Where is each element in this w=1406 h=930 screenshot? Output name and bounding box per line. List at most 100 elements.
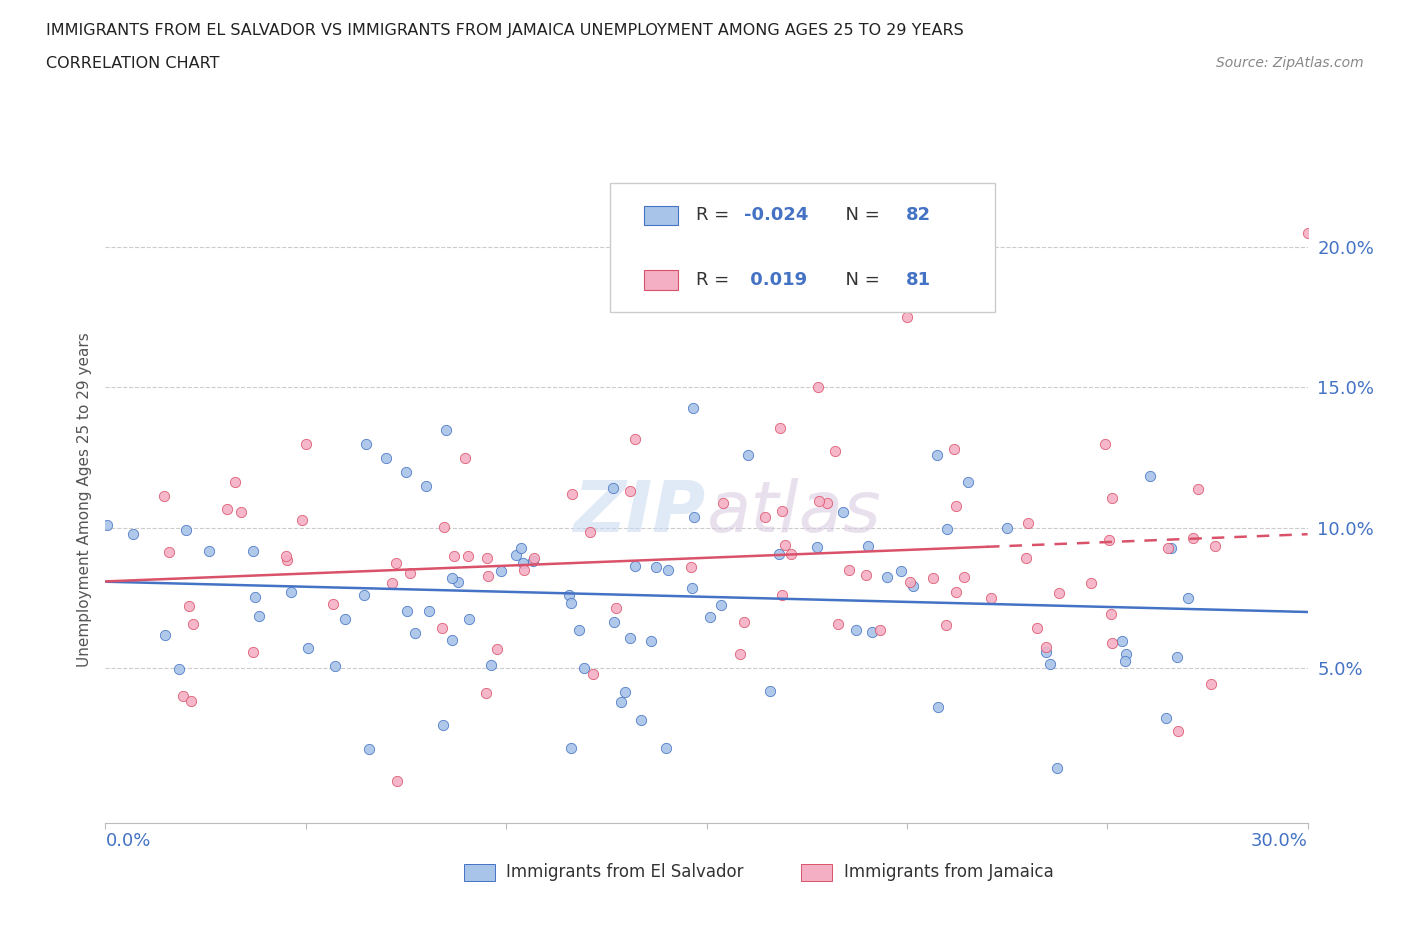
Point [1115,647,1137,662]
Point [770,588,793,603]
Point [485,642,508,657]
Point [832,504,855,519]
Point [855,568,877,583]
Point [242,543,264,558]
Point [333,612,356,627]
Point [925,447,948,462]
Point [180,693,202,708]
Point [807,379,830,394]
Point [385,774,408,789]
Point [183,617,205,631]
Point [568,622,591,637]
Point [475,685,498,700]
Point [274,549,297,564]
Point [1035,640,1057,655]
Text: R =: R = [696,272,735,289]
Point [1181,530,1204,545]
Point [432,717,454,732]
Point [1026,620,1049,635]
Point [1166,650,1188,665]
Point [754,510,776,525]
Point [936,522,959,537]
Point [1199,677,1222,692]
Text: atlas: atlas [707,478,882,547]
Point [699,609,721,624]
Point [247,608,270,623]
Point [215,501,238,516]
Point [122,527,145,542]
Bar [644,206,678,225]
Text: 82: 82 [905,206,931,224]
Point [827,617,849,631]
Point [177,599,200,614]
Point [475,551,498,565]
Point [838,563,860,578]
Point [640,634,662,649]
Point [896,310,918,325]
Point [434,422,457,437]
Point [619,630,641,644]
Point [943,442,966,457]
Point [169,662,191,677]
Point [980,591,1002,605]
Point [440,632,463,647]
Point [1094,436,1116,451]
Point [845,622,868,637]
Point [477,568,499,583]
Point [522,554,544,569]
Point [657,563,679,578]
Point [1099,606,1122,621]
Point [682,510,704,525]
Point [815,495,838,510]
Point [153,488,176,503]
Point [734,615,756,630]
Point [432,621,454,636]
Point [737,447,759,462]
Point [323,659,346,674]
Point [681,559,703,574]
Point [384,555,406,570]
Point [681,580,703,595]
Point [297,641,319,656]
Point [1204,538,1226,553]
Point [374,450,398,465]
Point [242,644,264,659]
Point [447,575,470,590]
Point [440,570,463,585]
Point [479,658,502,672]
Point [1114,654,1136,669]
Point [921,571,943,586]
Point [1111,633,1133,648]
Point [645,559,668,574]
Point [153,628,176,643]
Text: CORRELATION CHART: CORRELATION CHART [46,56,219,71]
Point [768,546,790,561]
Point [243,590,266,604]
Text: N =: N = [834,206,886,224]
Point [710,598,733,613]
Point [1187,482,1209,497]
Point [404,626,426,641]
Point [1101,635,1123,650]
Text: 0.019: 0.019 [744,272,807,289]
Point [769,421,792,436]
Point [491,564,513,578]
Point [953,569,976,584]
Point [1098,533,1121,548]
Point [322,597,344,612]
Point [560,596,582,611]
Point [613,684,636,699]
Point [759,684,782,698]
Point [945,584,967,599]
Text: Immigrants from Jamaica: Immigrants from Jamaica [844,863,1053,882]
Point [433,520,456,535]
Point [713,496,735,511]
Point [602,615,624,630]
Point [927,699,949,714]
Point [512,556,534,571]
Point [808,494,831,509]
Point [901,578,924,593]
Point [561,486,583,501]
Point [359,741,381,756]
Point [198,543,221,558]
